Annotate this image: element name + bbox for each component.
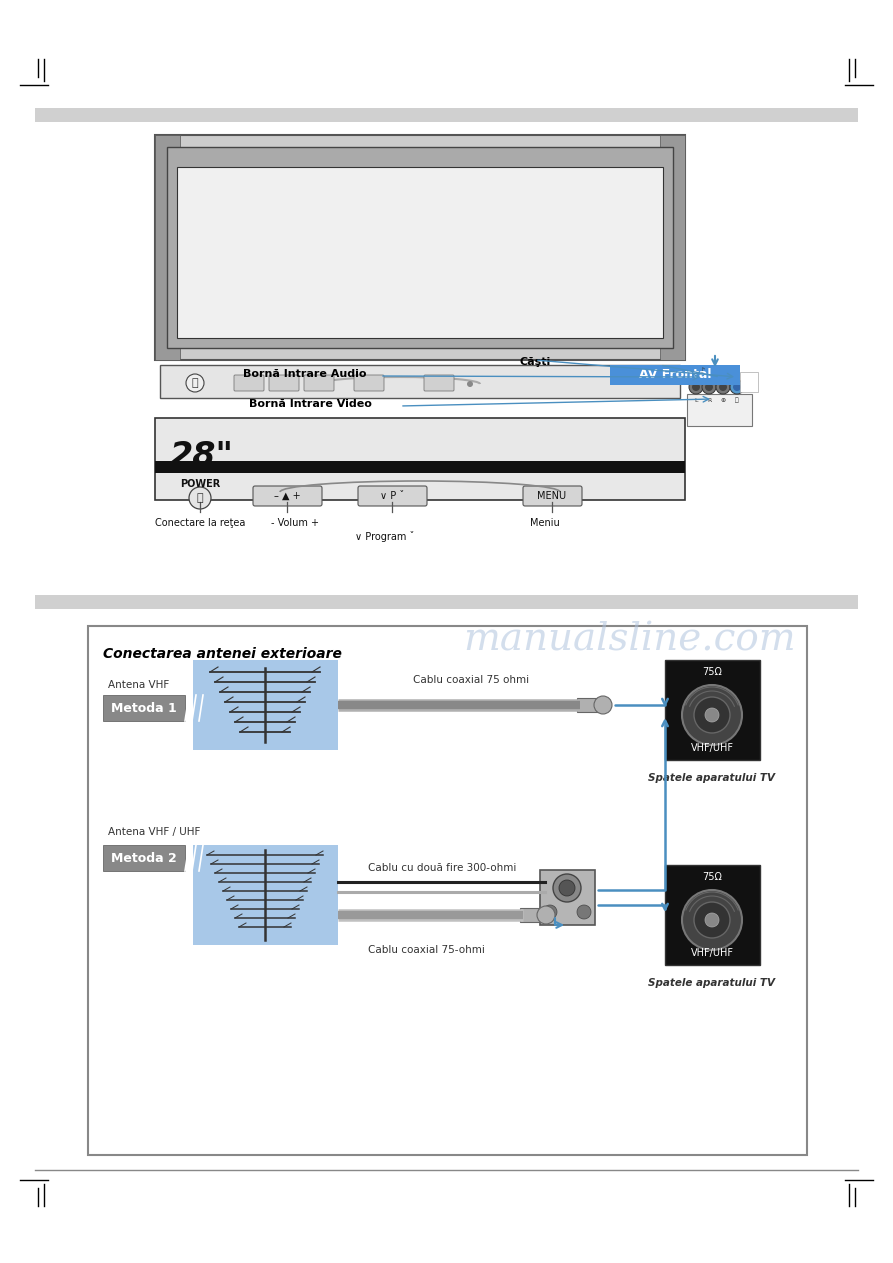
Text: Căşti: Căşti (520, 357, 551, 368)
Circle shape (189, 488, 211, 509)
Text: MENU: MENU (538, 491, 566, 501)
Text: VHF/UHF: VHF/UHF (690, 743, 733, 753)
Circle shape (577, 906, 591, 919)
Circle shape (705, 913, 719, 927)
FancyBboxPatch shape (193, 661, 338, 750)
Text: Conectarea antenei exterioare: Conectarea antenei exterioare (103, 647, 342, 661)
FancyBboxPatch shape (687, 394, 752, 426)
Circle shape (702, 380, 716, 394)
Text: Bornă Intrare Audio: Bornă Intrare Audio (243, 369, 367, 379)
Text: Cablu cu două fire 300-ohmi: Cablu cu două fire 300-ohmi (368, 863, 516, 873)
Text: 75Ω: 75Ω (702, 667, 722, 677)
Text: ∨ Program ˇ: ∨ Program ˇ (355, 530, 414, 542)
Circle shape (594, 696, 612, 714)
Circle shape (537, 906, 555, 925)
Circle shape (733, 383, 741, 392)
Circle shape (694, 697, 730, 733)
Text: 75Ω: 75Ω (702, 871, 722, 882)
Circle shape (553, 874, 581, 902)
Text: Antena VHF / UHF: Antena VHF / UHF (108, 827, 200, 837)
Text: POWER: POWER (179, 479, 221, 489)
FancyBboxPatch shape (35, 109, 858, 123)
Circle shape (689, 380, 703, 394)
FancyBboxPatch shape (103, 695, 185, 721)
FancyBboxPatch shape (354, 375, 384, 392)
FancyBboxPatch shape (35, 595, 858, 609)
Circle shape (682, 890, 742, 950)
Circle shape (467, 381, 473, 386)
Text: Bornă Intrare Video: Bornă Intrare Video (248, 399, 371, 409)
FancyBboxPatch shape (160, 365, 680, 398)
Text: Cablu coaxial 75 ohmi: Cablu coaxial 75 ohmi (413, 674, 530, 685)
Text: - Volum +: - Volum + (271, 518, 319, 528)
FancyBboxPatch shape (660, 135, 685, 360)
Text: ⏻: ⏻ (196, 493, 204, 503)
Circle shape (719, 383, 727, 392)
FancyBboxPatch shape (234, 375, 264, 392)
FancyBboxPatch shape (88, 626, 807, 1154)
Text: VHF/UHF: VHF/UHF (690, 949, 733, 959)
FancyBboxPatch shape (177, 167, 663, 338)
FancyBboxPatch shape (167, 147, 673, 349)
FancyBboxPatch shape (193, 845, 338, 945)
FancyBboxPatch shape (424, 375, 454, 392)
Text: Metoda 1: Metoda 1 (111, 701, 177, 715)
Circle shape (186, 374, 204, 392)
Circle shape (730, 380, 744, 394)
FancyBboxPatch shape (523, 486, 582, 506)
Circle shape (682, 685, 742, 745)
FancyBboxPatch shape (155, 418, 685, 500)
Text: R: R (707, 398, 711, 403)
FancyBboxPatch shape (155, 135, 180, 360)
FancyBboxPatch shape (577, 698, 599, 712)
Text: Meniu: Meniu (530, 518, 560, 528)
Text: ⊕: ⊕ (721, 398, 726, 403)
Circle shape (694, 902, 730, 938)
FancyBboxPatch shape (155, 135, 685, 360)
Text: 🎧: 🎧 (735, 397, 739, 403)
Text: AV Frontal: AV Frontal (638, 369, 711, 381)
Text: Spatele aparatului TV: Spatele aparatului TV (648, 773, 775, 783)
FancyBboxPatch shape (665, 661, 760, 760)
Circle shape (716, 380, 730, 394)
Circle shape (543, 906, 557, 919)
FancyBboxPatch shape (253, 486, 322, 506)
Text: 28": 28" (170, 440, 234, 472)
Circle shape (705, 709, 719, 722)
Text: ∨ P ˇ: ∨ P ˇ (380, 491, 405, 501)
Text: ⏻: ⏻ (192, 378, 198, 388)
Circle shape (692, 383, 700, 392)
Text: L: L (694, 398, 697, 403)
FancyBboxPatch shape (304, 375, 334, 392)
FancyBboxPatch shape (103, 845, 185, 871)
Circle shape (705, 383, 713, 392)
FancyBboxPatch shape (540, 870, 595, 925)
FancyBboxPatch shape (665, 865, 760, 965)
Text: Metoda 2: Metoda 2 (111, 851, 177, 864)
Text: ♪: ♪ (699, 366, 705, 375)
FancyBboxPatch shape (155, 461, 685, 474)
Text: – ▲ +: – ▲ + (273, 491, 300, 501)
FancyBboxPatch shape (610, 365, 740, 385)
FancyBboxPatch shape (740, 373, 758, 392)
Circle shape (559, 880, 575, 895)
Text: Cablu coaxial 75-ohmi: Cablu coaxial 75-ohmi (368, 945, 485, 955)
Text: Conectare la reţea: Conectare la reţea (154, 518, 246, 528)
Text: Spatele aparatului TV: Spatele aparatului TV (648, 978, 775, 988)
FancyBboxPatch shape (358, 486, 427, 506)
Text: manualsline.com: manualsline.com (463, 621, 797, 658)
Text: Antena VHF: Antena VHF (108, 679, 170, 690)
FancyBboxPatch shape (269, 375, 299, 392)
FancyBboxPatch shape (520, 908, 542, 922)
